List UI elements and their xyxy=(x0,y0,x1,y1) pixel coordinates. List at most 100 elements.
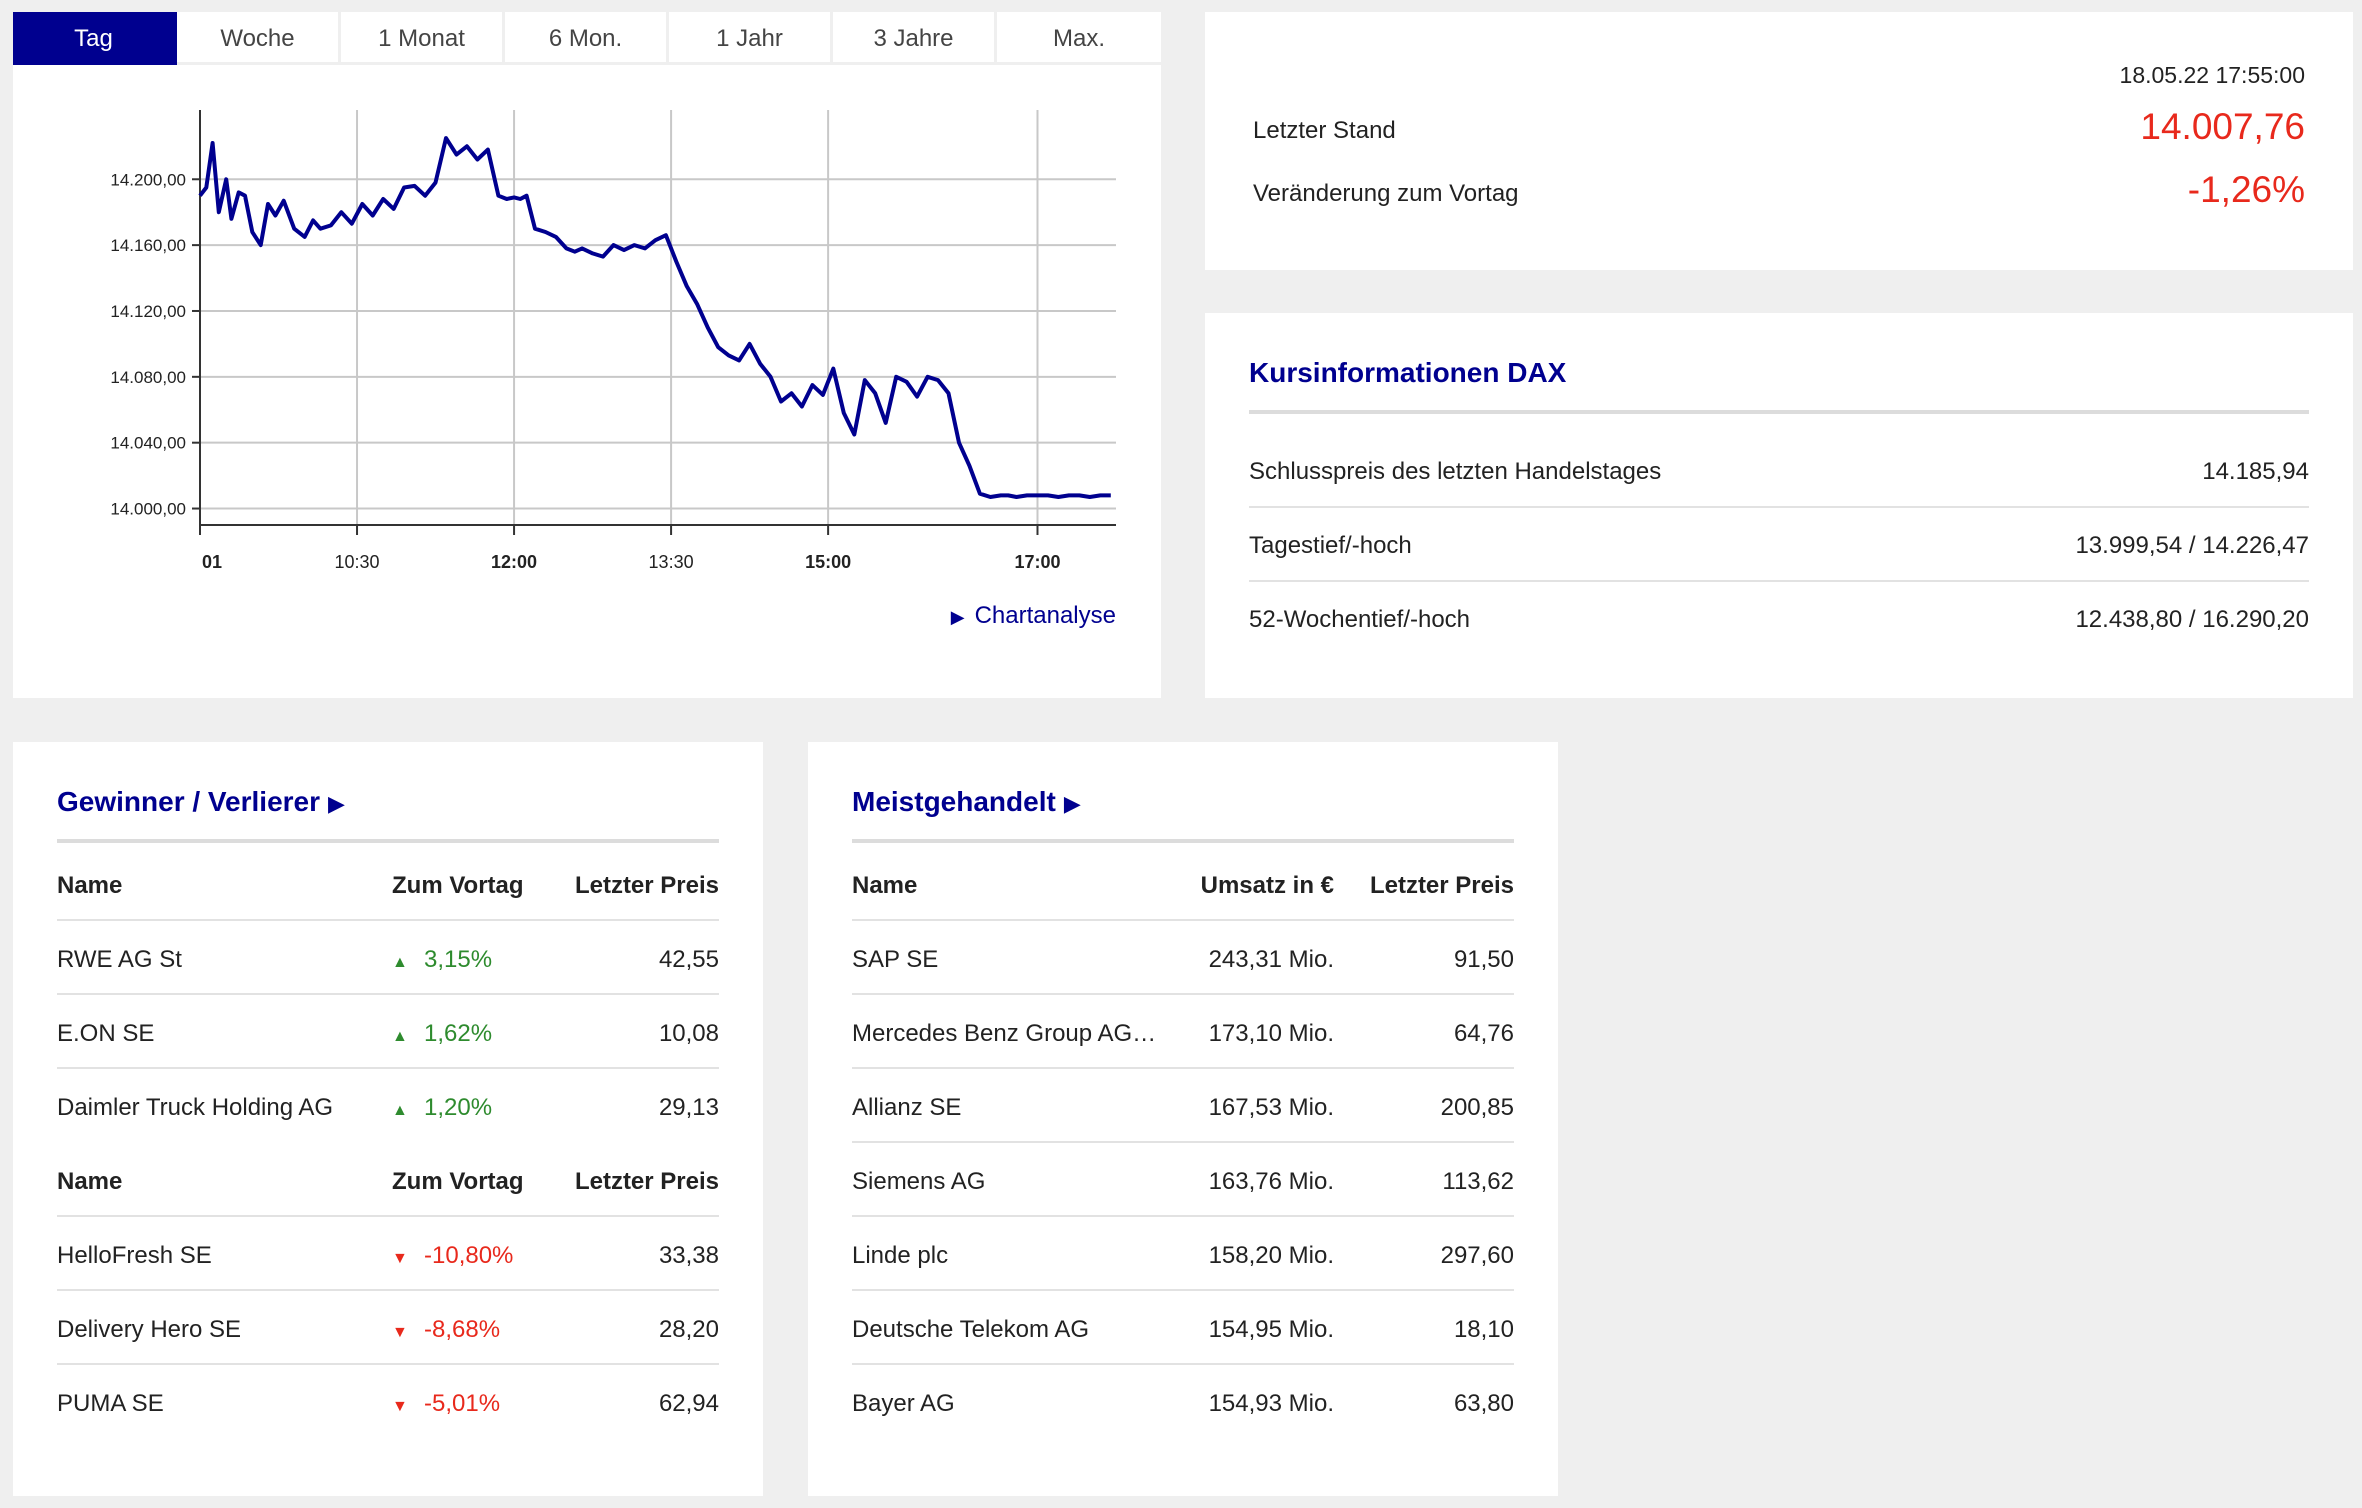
stock-change: -8,68% xyxy=(424,1316,501,1343)
stock-name[interactable]: Deutsche Telekom AG xyxy=(852,1316,1090,1343)
stock-name[interactable]: Allianz SE xyxy=(852,1094,962,1121)
stock-name[interactable]: SAP SE xyxy=(852,946,939,973)
table-row[interactable]: Allianz SE 167,53 Mio. 200,85 xyxy=(852,1069,1514,1143)
table-row[interactable]: Delivery Hero SE ▼ -8,68% 28,20 xyxy=(57,1291,719,1365)
quote-timestamp: 18.05.22 17:55:00 xyxy=(2119,62,2305,88)
table-row[interactable]: Daimler Truck Holding AG ▲ 1,20% 29,13 xyxy=(57,1069,719,1143)
triangle-down-icon: ▼ xyxy=(392,1398,408,1415)
col-name: Name xyxy=(852,872,918,899)
stock-price: 200,85 xyxy=(1440,1094,1514,1121)
stock-price: 297,60 xyxy=(1440,1242,1514,1269)
tab-6-mon[interactable]: 6 Mon. xyxy=(505,12,669,65)
tab-1-jahr[interactable]: 1 Jahr xyxy=(669,12,833,65)
table-row[interactable]: Linde plc 158,20 Mio. 297,60 xyxy=(852,1217,1514,1291)
table-row[interactable]: SAP SE 243,31 Mio. 91,50 xyxy=(852,921,1514,995)
triangle-down-icon: ▼ xyxy=(392,1250,408,1267)
info-row: Tagestief/-hoch 13.999,54 / 14.226,47 xyxy=(1249,508,2309,582)
y-tick-label: 14.200,00 xyxy=(110,170,186,189)
info-value: 14.185,94 xyxy=(2202,458,2309,485)
stock-price: 28,20 xyxy=(658,1316,719,1343)
table-row[interactable]: RWE AG St ▲ 3,15% 42,55 xyxy=(57,921,719,995)
stock-name[interactable]: Bayer AG xyxy=(852,1390,955,1417)
play-arrow-icon: ▶ xyxy=(950,607,965,627)
stock-name[interactable]: Linde plc xyxy=(852,1242,949,1269)
y-tick-label: 14.080,00 xyxy=(110,368,186,387)
stock-change: 1,20% xyxy=(424,1094,493,1121)
gainers-losers-title: Gewinner / Verlierer xyxy=(57,786,321,817)
table-header: Name Zum Vortag Letzter Preis xyxy=(57,847,719,921)
stock-name[interactable]: Delivery Hero SE xyxy=(57,1316,242,1343)
gainers-losers-panel: Gewinner / Verlierer ▶ Name Zum Vortag Le… xyxy=(13,742,763,1496)
info-label: Schlusspreis des letzten Handelstages xyxy=(1249,458,1662,485)
table-header: Name Umsatz in € Letzter Preis xyxy=(852,847,1514,921)
stock-name[interactable]: Daimler Truck Holding AG xyxy=(57,1094,334,1121)
tab-tag[interactable]: Tag xyxy=(13,12,177,65)
stock-price: 33,38 xyxy=(658,1242,719,1269)
most-traded-table: Name Umsatz in € Letzter Preis SAP SE 24… xyxy=(852,847,1514,1439)
tab-max[interactable]: Max. xyxy=(997,12,1161,65)
stock-change: 3,15% xyxy=(424,946,493,973)
stock-volume: 154,95 Mio. xyxy=(1208,1316,1334,1343)
info-row: Schlusspreis des letzten Handelstages 14… xyxy=(1249,434,2309,508)
chartanalyse-link[interactable]: ▶ Chartanalyse xyxy=(951,602,1116,630)
stock-name[interactable]: HelloFresh SE xyxy=(57,1242,212,1269)
change-value: -1,26% xyxy=(2187,169,2305,210)
range-tabs: Tag Woche 1 Monat 6 Mon. 1 Jahr 3 Jahre … xyxy=(13,12,1161,65)
table-row[interactable]: Siemens AG 163,76 Mio. 113,62 xyxy=(852,1143,1514,1217)
tab-woche[interactable]: Woche xyxy=(177,12,341,65)
stock-price: 63,80 xyxy=(1453,1390,1514,1417)
stock-price: 42,55 xyxy=(658,946,719,973)
stock-volume: 163,76 Mio. xyxy=(1208,1168,1334,1195)
col-price: Letzter Preis xyxy=(1369,872,1514,899)
stock-price: 62,94 xyxy=(658,1390,719,1417)
kursinfo-title: Kursinformationen DAX xyxy=(1249,357,1567,388)
table-row[interactable]: E.ON SE ▲ 1,62% 10,08 xyxy=(57,995,719,1069)
most-traded-title-link[interactable]: Meistgehandelt ▶ xyxy=(852,786,1081,818)
last-price-value: 14.007,76 xyxy=(2140,106,2305,147)
stock-name[interactable]: Mercedes Benz Group AG… xyxy=(852,1020,1157,1047)
col-change: Zum Vortag xyxy=(392,1168,524,1195)
stock-name[interactable]: E.ON SE xyxy=(57,1020,155,1047)
info-label: Tagestief/-hoch xyxy=(1249,532,1412,559)
stock-name[interactable]: RWE AG St xyxy=(57,946,182,973)
kursinfo-panel: Kursinformationen DAX Schlusspreis des l… xyxy=(1205,313,2353,698)
info-row: 52-Wochentief/-hoch 12.438,80 / 16.290,2… xyxy=(1249,582,2309,656)
triangle-up-icon: ▲ xyxy=(392,954,408,971)
chartanalyse-label: Chartanalyse xyxy=(974,602,1116,629)
table-row[interactable]: Bayer AG 154,93 Mio. 63,80 xyxy=(852,1365,1514,1439)
stock-price: 64,76 xyxy=(1453,1020,1514,1047)
stock-price: 91,50 xyxy=(1453,946,1514,973)
y-tick-label: 14.120,00 xyxy=(110,302,186,321)
table-row[interactable]: PUMA SE ▼ -5,01% 62,94 xyxy=(57,1365,719,1439)
title-divider xyxy=(57,839,719,843)
quote-panel: 18.05.22 17:55:00 Letzter Stand 14.007,7… xyxy=(1205,12,2353,270)
change-label: Veränderung zum Vortag xyxy=(1253,180,1519,207)
info-value: 12.438,80 / 16.290,20 xyxy=(2075,606,2309,633)
stock-volume: 154,93 Mio. xyxy=(1208,1390,1334,1417)
stock-price: 18,10 xyxy=(1453,1316,1514,1343)
tab-3-jahre[interactable]: 3 Jahre xyxy=(833,12,997,65)
play-arrow-icon: ▶ xyxy=(1063,791,1081,816)
triangle-down-icon: ▼ xyxy=(392,1324,408,1341)
table-row[interactable]: HelloFresh SE ▼ -10,80% 33,38 xyxy=(57,1217,719,1291)
tab-1-monat[interactable]: 1 Monat xyxy=(341,12,505,65)
stock-name[interactable]: PUMA SE xyxy=(57,1390,164,1417)
table-row[interactable]: Mercedes Benz Group AG… 173,10 Mio. 64,7… xyxy=(852,995,1514,1069)
triangle-up-icon: ▲ xyxy=(392,1102,408,1119)
stock-price: 10,08 xyxy=(658,1020,719,1047)
x-tick-label: 15:00 xyxy=(805,552,851,572)
title-divider xyxy=(1249,410,2309,414)
info-label: 52-Wochentief/-hoch xyxy=(1249,606,1471,633)
table-row[interactable]: Deutsche Telekom AG 154,95 Mio. 18,10 xyxy=(852,1291,1514,1365)
stock-volume: 158,20 Mio. xyxy=(1208,1242,1334,1269)
col-price: Letzter Preis xyxy=(574,872,719,899)
stock-change: -5,01% xyxy=(424,1390,501,1417)
stock-change: -10,80% xyxy=(424,1242,514,1269)
y-tick-label: 14.040,00 xyxy=(110,434,186,453)
stock-name[interactable]: Siemens AG xyxy=(852,1168,986,1195)
info-value: 13.999,54 / 14.226,47 xyxy=(2075,532,2309,559)
triangle-up-icon: ▲ xyxy=(392,1028,408,1045)
gainers-losers-title-link[interactable]: Gewinner / Verlierer ▶ xyxy=(57,786,345,818)
last-price-label: Letzter Stand xyxy=(1253,117,1396,144)
col-name: Name xyxy=(57,1168,123,1195)
